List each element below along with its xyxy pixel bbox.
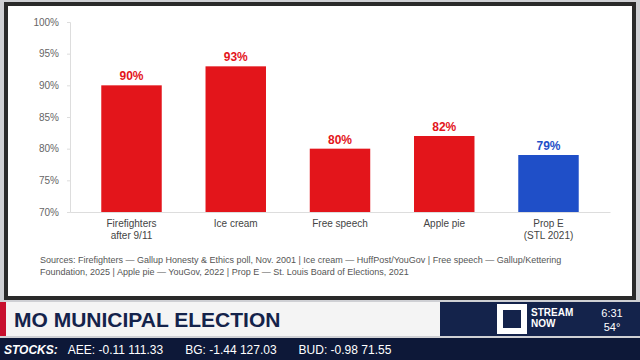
data-label: 93% [224,50,248,64]
y-tick-mark [67,180,70,181]
y-tick-label: 70% [39,207,59,218]
ticker-item: BG: -1.44 127.03 [185,343,277,357]
x-tick: Firefightersafter 9/11 [106,212,156,241]
y-tick-label: 80% [39,143,59,154]
y-tick: 85% [39,112,70,123]
banner-title: MO MUNICIPAL ELECTION [14,308,280,331]
x-tick: Prop E(STL 2021) [524,212,574,241]
y-tick-mark [67,22,70,23]
bar [414,136,474,212]
x-tick-line: Free speech [312,218,368,229]
ticker-item: BUD: -0.98 71.55 [299,343,392,357]
y-axis: 70% 75% 80% 85% 90% 95% 100% [33,17,70,218]
y-tick-label: 90% [39,80,59,91]
y-tick: 70% [39,207,70,218]
bars [101,66,578,212]
x-tick-label: Ice cream [214,218,258,229]
x-tick: Ice cream [214,212,258,229]
data-label: 90% [119,69,143,83]
banner-bg [0,302,440,336]
y-tick-label: 95% [39,48,59,59]
qr-box [497,304,527,334]
clock: 6:31 [601,307,622,319]
brand-bg [440,302,640,336]
data-label: 80% [328,133,352,147]
y-tick-mark [67,85,70,86]
data-label: 79% [536,139,560,153]
panel-frame [6,4,634,298]
y-axis-line [67,23,71,213]
y-tick-mark [67,54,70,55]
y-tick-mark [67,117,70,118]
y-tick-mark [67,212,70,213]
x-tick: Apple pie [423,212,465,229]
x-tick-line: Apple pie [423,218,465,229]
x-tick-label: Apple pie [423,218,465,229]
x-tick-label: Free speech [312,218,368,229]
y-tick: 80% [39,143,70,154]
x-tick: Free speech [312,212,368,229]
x-tick-line: (STL 2021) [524,230,574,241]
x-axis: Firefightersafter 9/11 Ice cream Free spee… [71,212,611,241]
page: 70% 75% 80% 85% 90% 95% 100% 90% 93% 80% 82% 79% Fir… [0,0,640,360]
x-tick-line: Prop E [533,218,564,229]
y-tick: 100% [33,17,70,28]
y-tick-label: 100% [33,17,59,28]
x-tick-line: Ice cream [214,218,258,229]
x-tick-label: Firefightersafter 9/11 [106,218,156,241]
ticker-label: STOCKS: [4,343,58,357]
y-tick-mark [67,149,70,150]
stream-label: STREAMNOW [531,307,573,329]
data-label: 82% [432,120,456,134]
y-tick: 95% [39,48,70,59]
stream-line: NOW [531,318,556,329]
x-axis-line [71,212,611,213]
x-tick-line: after 9/11 [111,230,153,241]
chart-svg: 70% 75% 80% 85% 90% 95% 100% 90% 93% 80% 82% 79% Fir… [0,0,640,360]
ticker-bg [0,338,640,360]
y-tick: 75% [39,175,70,186]
data-labels: 90% 93% 80% 82% 79% [119,50,560,153]
temperature: 54° [604,321,621,333]
bar [310,149,370,212]
stream-line: STREAM [531,307,573,318]
y-tick: 90% [39,80,70,91]
bar [518,155,578,212]
y-tick-label: 85% [39,112,59,123]
y-tick-label: 75% [39,175,59,186]
bar [101,85,161,212]
x-tick-label: Prop E(STL 2021) [524,218,574,241]
x-tick-line: Firefighters [106,218,156,229]
banner-accent [0,302,6,336]
bar [206,66,266,212]
source-note: Sources: Firefighters — Gallup Honesty &… [40,254,600,278]
qr-inner [503,310,521,328]
ticker-item: AEE: -0.11 111.33 [68,343,164,357]
